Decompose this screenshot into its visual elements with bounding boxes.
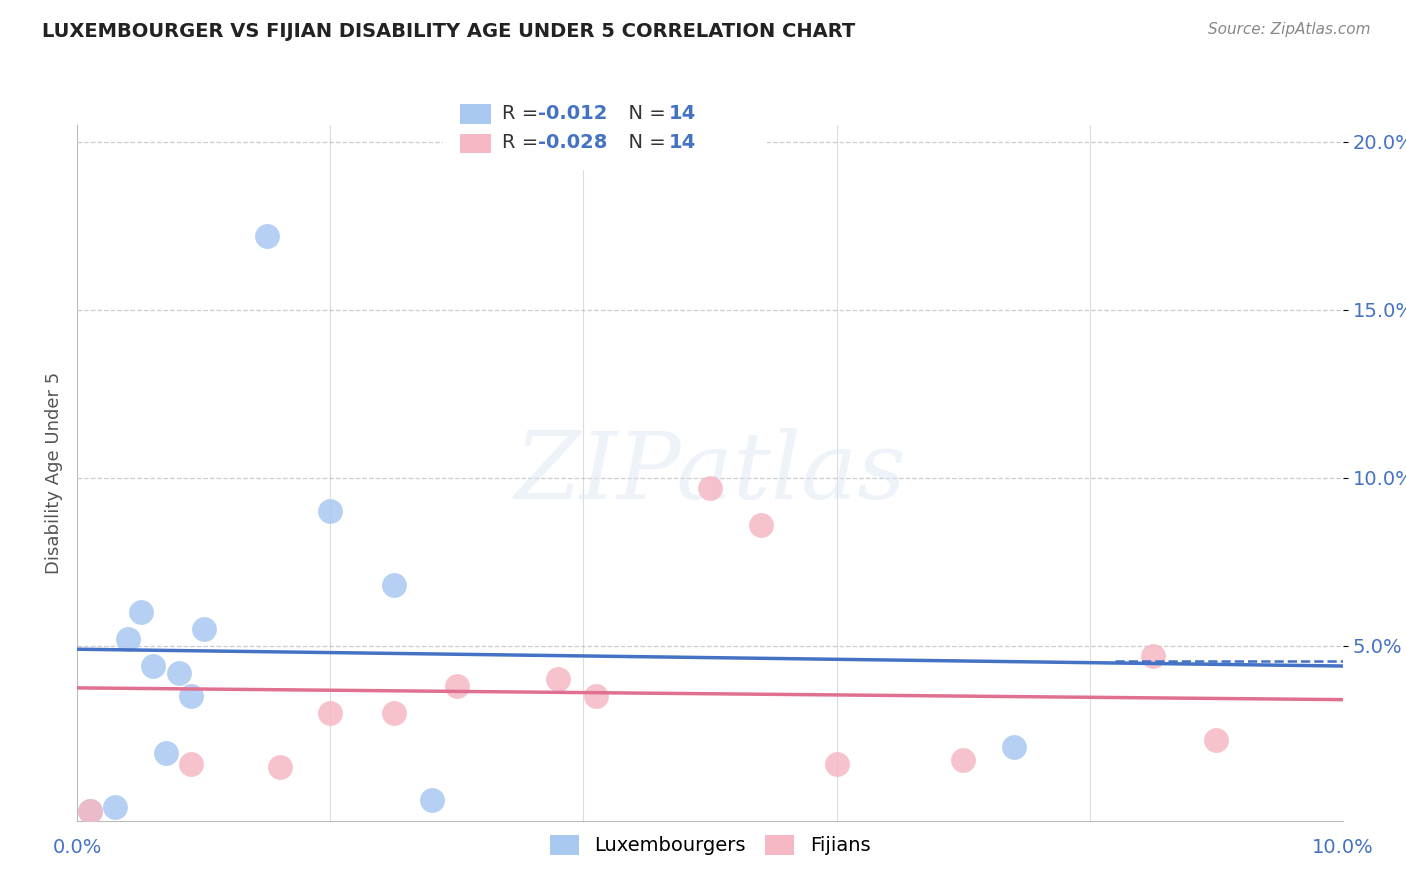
Point: [420, 793, 443, 807]
Point: [180, 690, 202, 704]
Point: [167, 665, 190, 680]
Text: R =: R =: [502, 103, 544, 123]
Legend: Luxembourgers, Fijians: Luxembourgers, Fijians: [541, 827, 879, 863]
Point: [155, 747, 177, 761]
Point: [585, 690, 607, 704]
Text: ZIPatlas: ZIPatlas: [515, 428, 905, 517]
Point: [104, 800, 127, 814]
Text: 0.0%: 0.0%: [52, 838, 103, 857]
Point: [1002, 739, 1025, 754]
Text: 14: 14: [669, 133, 696, 153]
Text: R =: R =: [502, 133, 544, 153]
Text: N =: N =: [616, 133, 672, 153]
Point: [117, 632, 139, 647]
Text: -0.028: -0.028: [538, 133, 607, 153]
Point: [382, 578, 405, 592]
Point: [446, 679, 468, 693]
Text: -0.012: -0.012: [538, 103, 607, 123]
Point: [142, 659, 165, 673]
Point: [79, 804, 101, 818]
Point: [256, 228, 278, 243]
Point: [79, 804, 101, 818]
Text: N =: N =: [616, 103, 672, 123]
Text: Source: ZipAtlas.com: Source: ZipAtlas.com: [1208, 22, 1371, 37]
Point: [129, 605, 152, 619]
Point: [319, 706, 342, 720]
Text: LUXEMBOURGER VS FIJIAN DISABILITY AGE UNDER 5 CORRELATION CHART: LUXEMBOURGER VS FIJIAN DISABILITY AGE UN…: [42, 22, 855, 41]
Y-axis label: Disability Age Under 5: Disability Age Under 5: [45, 372, 63, 574]
Text: 14: 14: [669, 103, 696, 123]
Point: [382, 706, 405, 720]
Point: [1205, 733, 1227, 747]
Point: [547, 673, 569, 687]
Point: [269, 760, 291, 774]
Point: [193, 622, 215, 636]
Point: [952, 753, 974, 767]
Text: 10.0%: 10.0%: [1312, 838, 1374, 857]
Point: [319, 504, 342, 518]
Point: [825, 756, 848, 771]
Point: [749, 517, 772, 532]
Point: [1142, 648, 1164, 663]
Point: [699, 481, 721, 495]
Point: [180, 756, 202, 771]
